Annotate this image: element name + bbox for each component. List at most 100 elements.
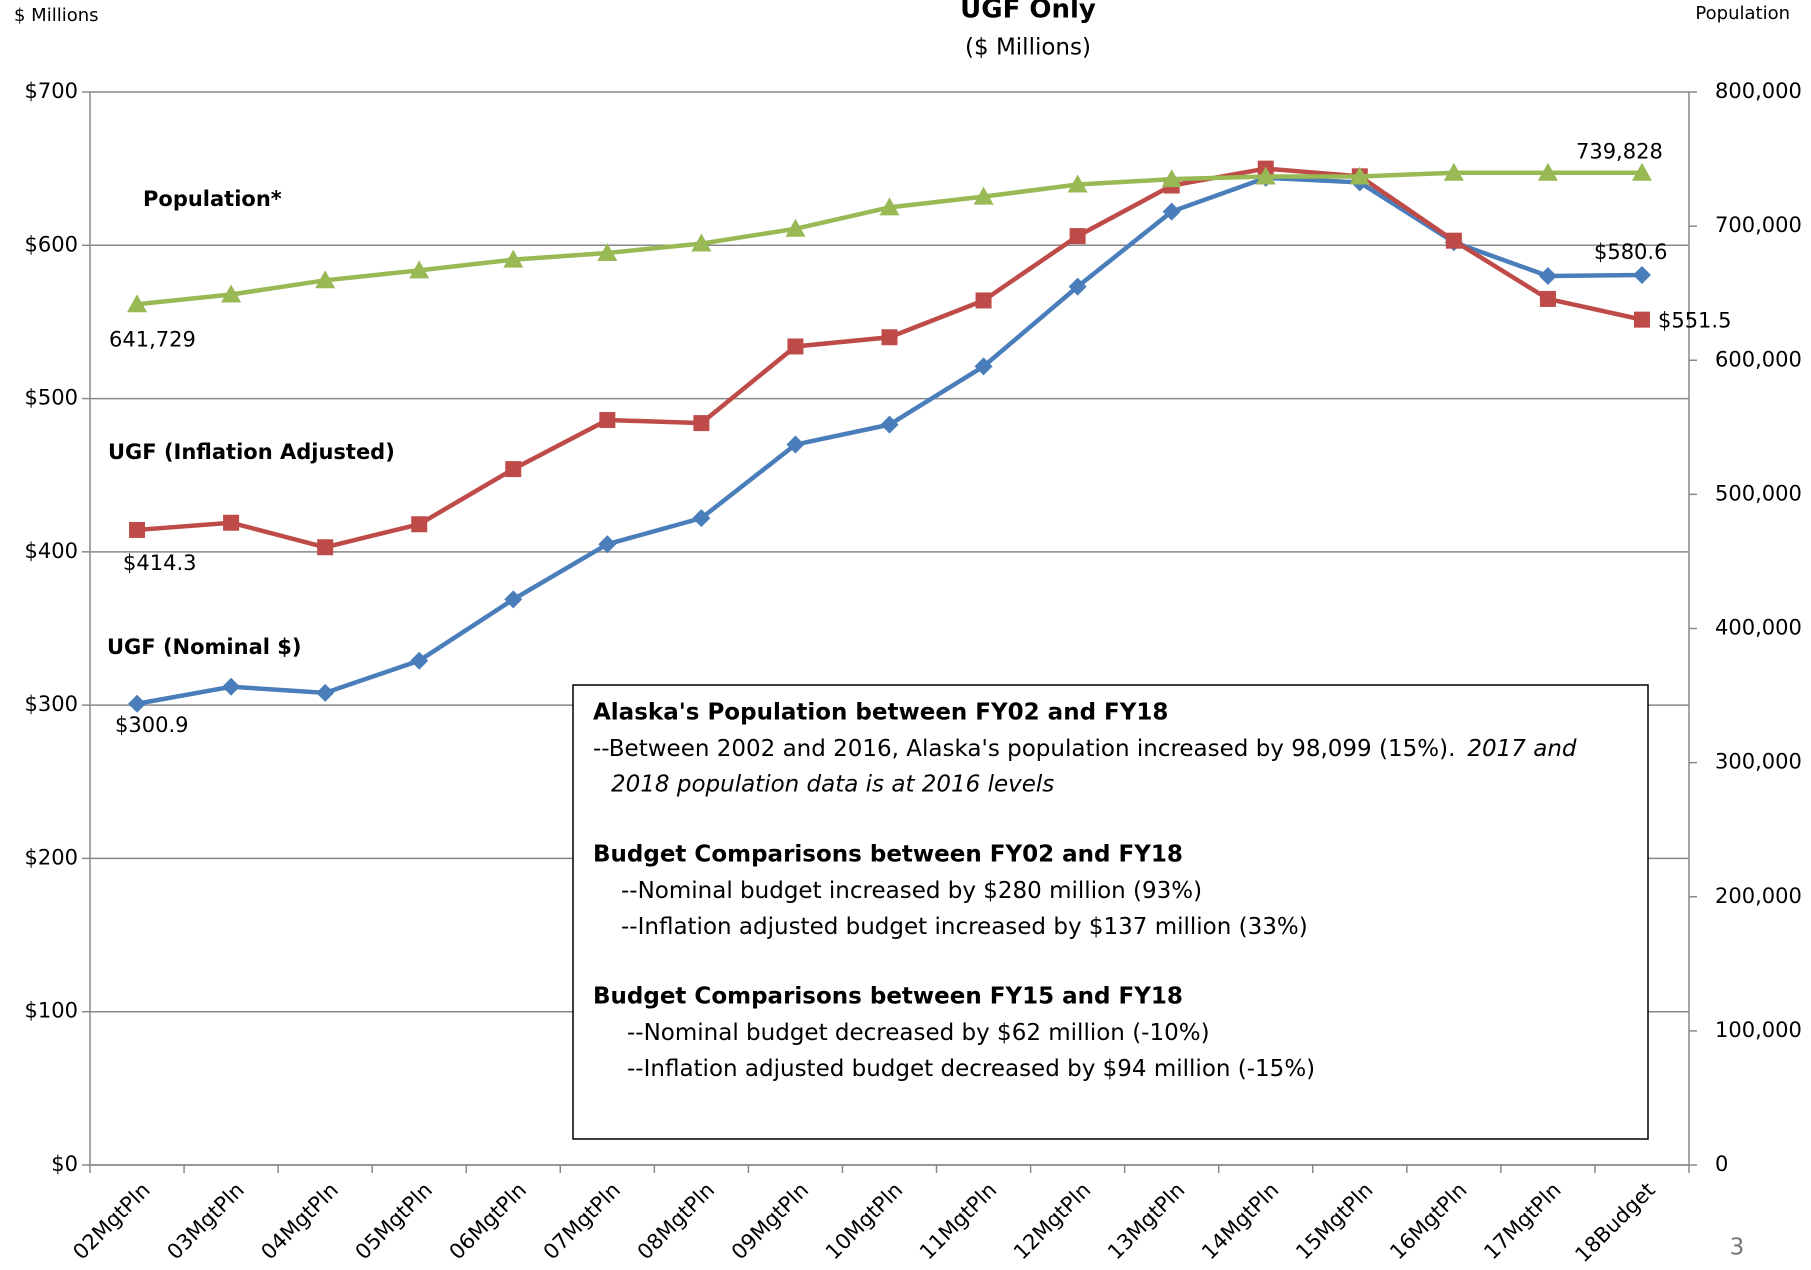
marker [410, 651, 429, 670]
annotation-heading: Budget Comparisons between FY02 and FY18 [593, 842, 1183, 868]
marker [129, 521, 146, 538]
annotation-text: --Between 2002 and 2016, Alaska's popula… [593, 736, 1577, 762]
data-label: 739,828 [1576, 140, 1663, 164]
chart-title: UGF Only [960, 0, 1096, 25]
y-axis-label: $ Millions [14, 5, 99, 26]
y-tick-label: $700 [25, 79, 78, 103]
annotation-text: --Inflation adjusted budget decreased by… [627, 1056, 1315, 1082]
y-tick-label: $100 [25, 999, 78, 1023]
marker [1445, 232, 1462, 249]
x-tick-label: 16MgtPln [1385, 1178, 1471, 1264]
series-line [136, 170, 1642, 307]
x-tick-label: 18Budget [1570, 1178, 1659, 1267]
y-tick-label: $200 [25, 845, 78, 869]
annotation-box [572, 684, 1649, 1140]
y2-tick-label: 700,000 [1715, 213, 1802, 237]
chart-subtitle: ($ Millions) [965, 35, 1091, 61]
y-tick-label: $0 [51, 1152, 78, 1176]
marker [1443, 162, 1464, 181]
x-tick-label: 14MgtPln [1197, 1178, 1283, 1264]
marker [1068, 277, 1087, 296]
annotation-text: --Inflation adjusted budget increased by… [621, 914, 1308, 940]
marker [1632, 266, 1651, 285]
marker [693, 415, 710, 432]
marker [1349, 166, 1370, 185]
data-label: $414.3 [123, 551, 196, 575]
marker [316, 683, 335, 702]
marker [409, 260, 430, 279]
marker [879, 197, 900, 216]
marker [785, 218, 806, 237]
data-label: $300.9 [115, 713, 188, 737]
annotation-span: --Inflation adjusted budget decreased by… [627, 1056, 1315, 1082]
marker [411, 516, 428, 533]
x-tick-label: 11MgtPln [915, 1178, 1001, 1264]
y2-tick-label: 300,000 [1715, 750, 1802, 774]
y2-tick-label: 500,000 [1715, 481, 1802, 505]
x-tick-label: 05MgtPln [351, 1178, 437, 1264]
y2-tick-label: 600,000 [1715, 347, 1802, 371]
series-label: UGF (Nominal $) [107, 635, 301, 659]
annotation-span: --Nominal budget decreased by $62 millio… [627, 1020, 1210, 1046]
y-tick-label: $400 [25, 539, 78, 563]
marker [787, 338, 804, 355]
x-tick-label: 17MgtPln [1479, 1178, 1565, 1264]
marker [127, 294, 148, 313]
x-tick-label: 04MgtPln [257, 1178, 343, 1264]
x-tick-label: 08MgtPln [633, 1178, 719, 1264]
marker [1255, 166, 1276, 185]
data-label: $551.5 [1658, 309, 1731, 333]
marker [786, 435, 805, 454]
marker [974, 357, 993, 376]
x-tick-label: 10MgtPln [821, 1178, 907, 1264]
x-tick-label: 07MgtPln [539, 1178, 625, 1264]
marker [222, 677, 241, 696]
data-label: 641,729 [109, 327, 196, 351]
series-line [136, 166, 1643, 550]
marker [692, 509, 711, 528]
marker [315, 270, 336, 289]
marker [1633, 311, 1650, 328]
annotation-heading: Budget Comparisons between FY15 and FY18 [593, 984, 1183, 1010]
x-tick-label: 09MgtPln [727, 1178, 813, 1264]
y2-tick-label: 0 [1715, 1152, 1728, 1176]
marker [505, 461, 522, 478]
annotation-span: --Nominal budget increased by $280 milli… [621, 878, 1202, 904]
annotation-text: --Nominal budget decreased by $62 millio… [627, 1020, 1210, 1046]
marker [1631, 162, 1652, 181]
marker [128, 694, 147, 713]
annotation-italic: 2018 population data is at 2016 levels [611, 772, 1054, 798]
marker [221, 284, 242, 303]
x-tick-label: 15MgtPln [1291, 1178, 1377, 1264]
x-tick-label: 13MgtPln [1103, 1178, 1189, 1264]
data-label: $580.6 [1594, 240, 1667, 264]
x-tick-label: 02MgtPln [68, 1178, 154, 1264]
marker [1537, 162, 1558, 181]
y-tick-label: $600 [25, 232, 78, 256]
y2-axis-label: Population [1695, 3, 1790, 24]
marker [1539, 290, 1556, 307]
annotation-italic: 2017 and [1467, 736, 1577, 762]
marker [1069, 228, 1086, 245]
marker [1067, 174, 1088, 193]
marker [317, 539, 334, 556]
annotation-text: --Nominal budget increased by $280 milli… [621, 878, 1202, 904]
marker [503, 249, 524, 268]
marker [223, 514, 240, 531]
annotation-span: --Between 2002 and 2016, Alaska's popula… [593, 736, 1455, 762]
y2-tick-label: 100,000 [1715, 1018, 1802, 1042]
x-tick-label: 06MgtPln [445, 1178, 531, 1264]
y2-tick-label: 800,000 [1715, 79, 1802, 103]
marker [599, 412, 616, 429]
annotation-span: --Inflation adjusted budget increased by… [621, 914, 1308, 940]
marker [881, 329, 898, 346]
marker [880, 415, 899, 434]
y-tick-label: $500 [25, 386, 78, 410]
marker [597, 242, 618, 261]
y2-tick-label: 400,000 [1715, 616, 1802, 640]
marker [691, 233, 712, 252]
series-label: Population* [143, 187, 282, 211]
marker [598, 535, 617, 554]
marker [1538, 266, 1557, 285]
